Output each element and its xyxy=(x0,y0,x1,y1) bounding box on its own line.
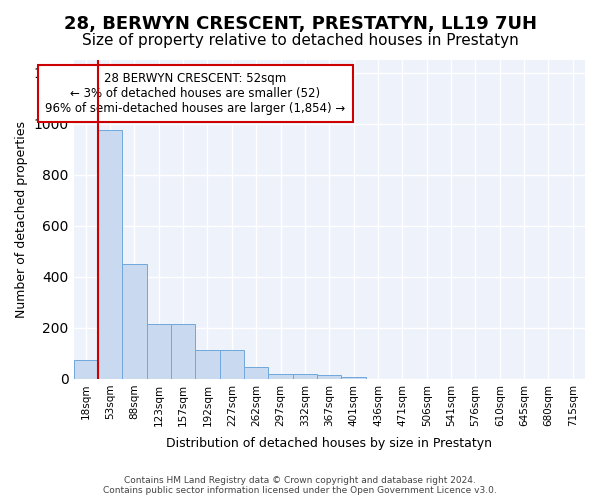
Text: 28 BERWYN CRESCENT: 52sqm
← 3% of detached houses are smaller (52)
96% of semi-d: 28 BERWYN CRESCENT: 52sqm ← 3% of detach… xyxy=(45,72,346,114)
Bar xyxy=(317,375,341,379)
Bar xyxy=(341,377,366,379)
Text: 28, BERWYN CRESCENT, PRESTATYN, LL19 7UH: 28, BERWYN CRESCENT, PRESTATYN, LL19 7UH xyxy=(64,15,536,33)
Text: Contains HM Land Registry data © Crown copyright and database right 2024.
Contai: Contains HM Land Registry data © Crown c… xyxy=(103,476,497,495)
Bar xyxy=(146,324,171,379)
Y-axis label: Number of detached properties: Number of detached properties xyxy=(15,121,28,318)
Bar xyxy=(98,130,122,379)
Bar xyxy=(268,374,293,379)
Bar xyxy=(171,324,196,379)
Bar xyxy=(244,368,268,379)
Text: Size of property relative to detached houses in Prestatyn: Size of property relative to detached ho… xyxy=(82,32,518,48)
X-axis label: Distribution of detached houses by size in Prestatyn: Distribution of detached houses by size … xyxy=(166,437,492,450)
Bar xyxy=(74,360,98,379)
Bar xyxy=(122,264,146,379)
Bar xyxy=(293,374,317,379)
Bar xyxy=(196,350,220,379)
Bar xyxy=(220,350,244,379)
